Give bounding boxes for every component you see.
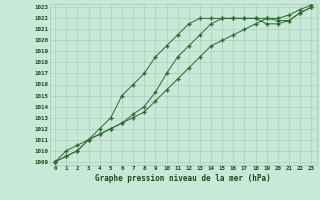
X-axis label: Graphe pression niveau de la mer (hPa): Graphe pression niveau de la mer (hPa) xyxy=(95,174,271,183)
